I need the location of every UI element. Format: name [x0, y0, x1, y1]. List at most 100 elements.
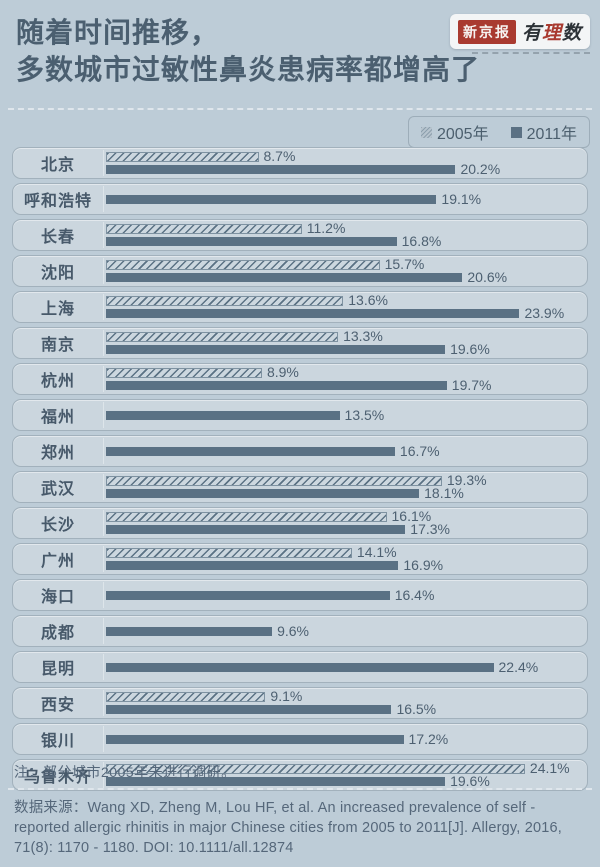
bar-2011-value: 18.1% — [424, 485, 464, 501]
bar-2005-line: 9.1% — [106, 689, 587, 703]
chart-row: 南京 13.3% 19.6% — [12, 327, 588, 359]
bar-2011-value: 16.9% — [403, 557, 444, 573]
bar-2011-value: 20.6% — [467, 269, 508, 285]
bar-2005-value: 13.3% — [343, 328, 383, 344]
bar-2005-value: 8.7% — [263, 148, 296, 164]
wordmark-char: 有 — [521, 23, 542, 44]
bar-2011-line: 16.5% — [106, 702, 587, 716]
legend-label-2005: 2005年 — [436, 126, 489, 143]
bar-group: 22.4% — [103, 654, 587, 680]
bar-group: 14.1% 16.9% — [103, 545, 587, 573]
bar-2011-value: 17.3% — [410, 521, 450, 537]
bar-2011 — [106, 734, 404, 744]
city-label: 南京 — [40, 337, 75, 354]
bar-2011 — [106, 410, 340, 420]
bar-2005-value: 15.7% — [384, 256, 425, 272]
chart-row: 乌鲁木齐 24.1% 19.6% — [12, 759, 588, 791]
bar-group: 9.1% 16.5% — [103, 689, 587, 716]
bar-2011-value: 19.6% — [450, 341, 490, 357]
bar-2011 — [106, 194, 437, 204]
chart-row: 银川 17.2% — [12, 723, 588, 755]
bar-2011 — [106, 705, 392, 714]
footnote: 注：部分城市2005年未进行调研。 — [14, 764, 236, 780]
chart-row: 沈阳 15.7% 20.6% — [12, 255, 588, 287]
bar-group: 16.4% — [103, 582, 587, 608]
bar-group: 16.7% — [103, 438, 587, 464]
bar-group: 8.7% 20.2% — [103, 148, 587, 177]
bar-group: 13.6% 23.9% — [103, 292, 587, 321]
bar-2005-line: 8.9% — [106, 364, 587, 380]
city-label: 武汉 — [40, 481, 75, 498]
bar-2011-value: 13.5% — [344, 406, 385, 423]
legend-label-2011: 2011年 — [526, 126, 577, 143]
bar-group: 13.3% 19.6% — [103, 328, 587, 357]
wordmark-char: 数 — [561, 23, 582, 44]
bar-2005 — [106, 223, 302, 234]
bar-group: 24.1% 19.6% — [103, 760, 587, 788]
bar-2005-line: 13.6% — [106, 292, 587, 308]
bar-2011 — [106, 165, 456, 174]
bar-2011-line: 23.9% — [106, 305, 587, 321]
bar-2011-value: 20.2% — [460, 161, 501, 177]
bar-2011-line: 19.6% — [106, 774, 587, 788]
bar-2005 — [106, 547, 352, 558]
bar-group: 19.3% 18.1% — [103, 472, 587, 501]
bar-2011-line: 18.1% — [106, 485, 587, 501]
city-label: 长春 — [40, 229, 75, 246]
bar-2011-line: 16.8% — [106, 234, 587, 248]
city-label: 郑州 — [40, 445, 75, 462]
chart-row: 北京 8.7% 20.2% — [12, 147, 588, 179]
bar-2011-line: 19.1% — [106, 192, 587, 206]
bar-2005 — [106, 367, 262, 378]
chart-row: 广州 14.1% 16.9% — [12, 543, 588, 575]
city-label: 长沙 — [40, 517, 75, 534]
bar-2005 — [106, 511, 387, 522]
bar-2005-value: 19.3% — [446, 472, 487, 488]
bar-2011-line: 17.2% — [106, 730, 587, 747]
chart-row: 福州 13.5% — [12, 399, 588, 431]
bar-2005 — [106, 475, 442, 486]
bar-2005-line: 13.3% — [106, 328, 587, 344]
chart-row: 杭州 8.9% 19.7% — [12, 363, 588, 395]
bar-2011-line: 9.6% — [106, 624, 587, 638]
city-label: 乌鲁木齐 — [23, 769, 92, 786]
bar-2011-line: 16.7% — [106, 444, 587, 458]
chart-row: 郑州 16.7% — [12, 435, 588, 467]
bar-group: 13.5% — [103, 402, 587, 428]
bar-2011 — [106, 489, 420, 498]
wordmark-char-red: 理 — [541, 23, 562, 44]
bar-2005-line: 16.1% — [106, 508, 587, 524]
bar-2011-value: 23.9% — [524, 305, 565, 321]
bar-2011-line: 19.7% — [106, 378, 587, 392]
chart-row: 长沙 16.1% 17.3% — [12, 507, 588, 539]
bar-2011 — [106, 237, 397, 246]
bar-2005-value: 13.6% — [348, 292, 388, 308]
city-label: 银川 — [40, 733, 75, 750]
bar-2005 — [106, 691, 266, 702]
bar-2005-line: 11.2% — [106, 221, 587, 235]
header-divider — [8, 108, 592, 110]
bar-2011-line: 17.3% — [106, 521, 587, 537]
bar-group: 17.2% — [103, 726, 587, 752]
bar-2011 — [106, 626, 273, 636]
chart-row: 呼和浩特 19.1% — [12, 183, 588, 215]
bar-2005 — [106, 331, 339, 342]
bar-group: 15.7% 20.6% — [103, 256, 587, 285]
bar-group: 9.6% — [103, 618, 587, 644]
bar-2005-line: 24.1% — [106, 760, 587, 776]
city-label: 杭州 — [40, 373, 75, 390]
bar-2011 — [106, 309, 520, 318]
bar-2005-value: 16.1% — [391, 508, 432, 524]
bar-2005-line: 19.3% — [106, 472, 587, 488]
bar-2005 — [106, 259, 380, 270]
brand-logo: 新京报 有理数 — [449, 14, 590, 49]
bar-2011-line: 19.6% — [106, 341, 587, 357]
bar-2005-value: 8.9% — [266, 364, 299, 380]
city-label: 呼和浩特 — [23, 193, 92, 210]
bar-group: 11.2% 16.8% — [103, 221, 587, 248]
chart-row: 成都 9.6% — [12, 615, 588, 647]
bar-2011-value: 17.2% — [408, 730, 449, 747]
page-title: 随着时间推移， 多数城市过敏性鼻炎患病率都增高了 — [16, 14, 486, 88]
bar-2011 — [106, 525, 406, 534]
bar-2005-value: 24.1% — [529, 760, 570, 776]
